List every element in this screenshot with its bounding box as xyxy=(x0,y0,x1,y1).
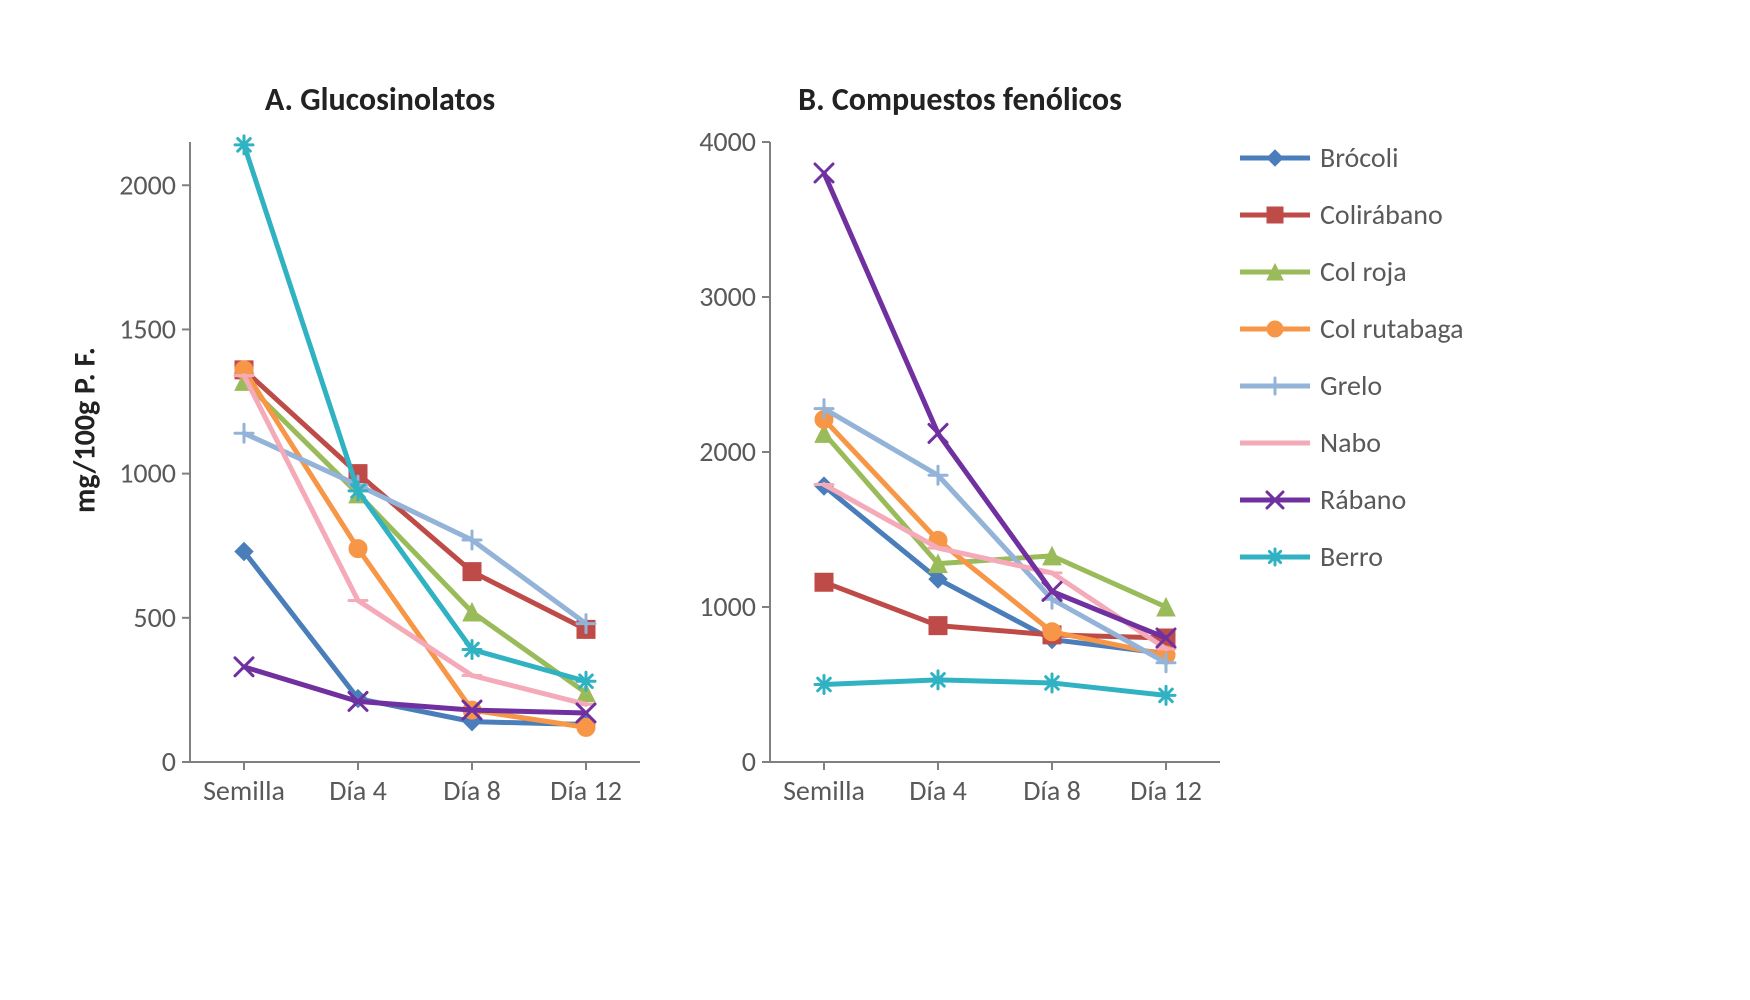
svg-text:1000: 1000 xyxy=(119,456,176,491)
legend-label: Berro xyxy=(1320,539,1383,574)
legend-item: Grelo xyxy=(1240,368,1464,403)
figure: mg/100g P. F. A. Glucosinolatos 0 500 1000… xyxy=(60,80,1690,900)
legend-item: Col roja xyxy=(1240,254,1464,289)
svg-text:2000: 2000 xyxy=(119,167,176,202)
charts-row: A. Glucosinolatos 0 500 1000 1500 2000 Semill… xyxy=(110,80,1230,832)
svg-text:Día 4: Día 4 xyxy=(329,773,387,808)
svg-text:1500: 1500 xyxy=(119,311,176,346)
legend: Brócoli Colirábano Col roja Col rutabaga… xyxy=(1230,80,1464,574)
svg-text:2000: 2000 xyxy=(699,434,756,469)
legend-swatch xyxy=(1240,144,1310,172)
legend-label: Brócoli xyxy=(1320,140,1399,175)
legend-swatch xyxy=(1240,429,1310,457)
svg-text:Día 12: Día 12 xyxy=(550,773,622,808)
svg-text:Semilla: Semilla xyxy=(203,773,285,808)
svg-text:Día 12: Día 12 xyxy=(1130,773,1202,808)
legend-swatch xyxy=(1240,201,1310,229)
legend-label: Colirábano xyxy=(1320,197,1443,232)
legend-item: Rábano xyxy=(1240,482,1464,517)
legend-label: Grelo xyxy=(1320,368,1382,403)
legend-item: Col rutabaga xyxy=(1240,311,1464,346)
legend-label: Rábano xyxy=(1320,482,1406,517)
svg-text:Día 4: Día 4 xyxy=(909,773,967,808)
svg-text:Día 8: Día 8 xyxy=(1023,773,1081,808)
chart-a: 0 500 1000 1500 2000 Semilla Día 4 Día 8 Día 12 xyxy=(110,132,650,832)
legend-item: Nabo xyxy=(1240,425,1464,460)
svg-text:4000: 4000 xyxy=(699,132,756,159)
legend-swatch xyxy=(1240,486,1310,514)
y-axis-label: mg/100g P. F. xyxy=(60,80,110,780)
svg-text:0: 0 xyxy=(742,744,756,779)
legend-item: Berro xyxy=(1240,539,1464,574)
legend-swatch xyxy=(1240,315,1310,343)
chart-b: 0 1000 2000 3000 4000 Semilla Día 4 Día 8 Día 12 xyxy=(690,132,1230,832)
legend-label: Col rutabaga xyxy=(1320,311,1464,346)
svg-text:3000: 3000 xyxy=(699,279,756,314)
panel-a: A. Glucosinolatos 0 500 1000 1500 2000 Semill… xyxy=(110,80,650,832)
legend-swatch xyxy=(1240,543,1310,571)
legend-label: Col roja xyxy=(1320,254,1407,289)
svg-text:1000: 1000 xyxy=(699,589,756,624)
legend-swatch xyxy=(1240,372,1310,400)
panel-b: B. Compuestos fenólicos 0 1000 2000 3000 400… xyxy=(690,80,1230,832)
svg-text:Semilla: Semilla xyxy=(783,773,865,808)
legend-item: Brócoli xyxy=(1240,140,1464,175)
svg-text:Día 8: Día 8 xyxy=(443,773,501,808)
svg-text:500: 500 xyxy=(133,600,176,635)
legend-swatch xyxy=(1240,258,1310,286)
svg-text:0: 0 xyxy=(162,744,176,779)
panel-a-title: A. Glucosinolatos xyxy=(265,80,495,120)
legend-item: Colirábano xyxy=(1240,197,1464,232)
panel-b-title: B. Compuestos fenólicos xyxy=(798,80,1122,120)
legend-label: Nabo xyxy=(1320,425,1381,460)
